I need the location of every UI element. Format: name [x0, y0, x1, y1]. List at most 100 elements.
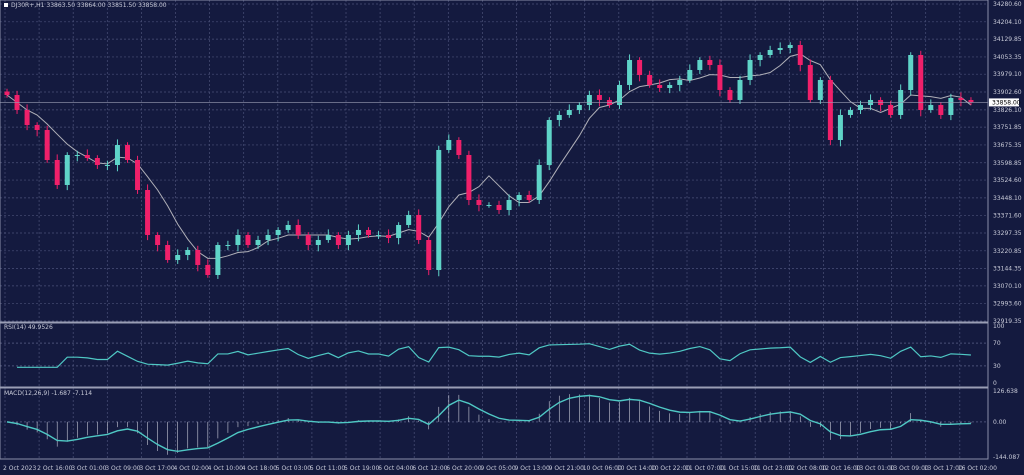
bull-candle — [436, 149, 442, 270]
price-tick-label: 33979.10 — [993, 71, 1022, 78]
symbol-header: DJ30R+,H1 33863.50 33864.00 33851.50 338… — [4, 2, 167, 9]
bear-candle — [155, 234, 161, 246]
rsi-tick-label: 30 — [993, 363, 1001, 370]
bull-candle — [546, 119, 552, 165]
time-tick-label: 2 Oct 2023 — [3, 465, 36, 472]
bear-candle — [44, 129, 50, 161]
price-tick-label: 32919.35 — [993, 318, 1022, 325]
bull-candle — [185, 249, 191, 255]
time-tick-label: 6 Oct 12:00 — [412, 465, 447, 472]
time-tick-label: 2 Oct 16:00 — [37, 465, 72, 472]
time-tick-label: 5 Oct 11:00 — [310, 465, 345, 472]
bear-candle — [195, 249, 201, 265]
bull-candle — [777, 47, 783, 50]
bear-candle — [386, 234, 392, 238]
bull-candle — [737, 79, 743, 100]
rsi-tick-label: 0 — [993, 380, 997, 387]
bull-candle — [506, 199, 512, 211]
bull-candle — [767, 49, 773, 55]
time-tick-label: 5 Oct 19:00 — [344, 465, 379, 472]
time-tick-label: 11 Oct 15:00 — [719, 465, 758, 472]
time-tick-label: 13 Oct 01:00 — [856, 465, 895, 472]
bear-candle — [888, 104, 894, 115]
bull-candle — [627, 60, 633, 85]
symbol: DJ30R+,H1 — [11, 2, 45, 9]
price-tick-label: 33902.60 — [993, 89, 1022, 96]
moving-average-line — [6, 53, 972, 259]
bull-candle — [345, 234, 351, 246]
bear-candle — [416, 214, 422, 240]
bear-candle — [476, 199, 482, 205]
bull-candle — [315, 239, 321, 246]
time-tick-label: 6 Oct 20:00 — [446, 465, 481, 472]
macd-tick-label: -144.087 — [993, 454, 1020, 461]
price-tick-label: 33220.85 — [993, 248, 1022, 255]
bear-candle — [34, 125, 40, 130]
price-tick-label: 34129.85 — [993, 36, 1022, 43]
bear-candle — [657, 84, 663, 88]
bear-candle — [94, 157, 100, 165]
time-tick-label: 3 Oct 17:00 — [139, 465, 174, 472]
rsi-tick-label: 70 — [993, 340, 1001, 347]
price-tick-label: 34053.35 — [993, 54, 1022, 61]
bear-candle — [456, 139, 462, 155]
candles — [4, 40, 974, 279]
bear-candle — [205, 264, 211, 275]
price-tick-label: 33070.10 — [993, 283, 1022, 290]
bear-candle — [426, 239, 432, 270]
bull-candle — [566, 110, 572, 115]
price-tick-label: 33675.35 — [993, 142, 1022, 149]
macd-signal-line — [6, 394, 971, 452]
bear-candle — [135, 160, 141, 190]
time-tick-label: 9 Oct 13:00 — [515, 465, 550, 472]
bear-candle — [295, 224, 301, 235]
price-tick-label: 34204.10 — [993, 19, 1022, 26]
bull-candle — [908, 54, 914, 91]
bull-candle — [837, 114, 843, 140]
collapse-icon[interactable] — [4, 3, 8, 7]
bear-candle — [124, 145, 130, 161]
bear-candle — [145, 189, 151, 235]
grid — [0, 0, 988, 459]
bull-candle — [104, 164, 110, 166]
price-tick-label: 33144.35 — [993, 266, 1022, 273]
bull-candle — [536, 164, 542, 200]
price-tick-label: 33826.10 — [993, 107, 1022, 114]
bull-candle — [757, 54, 763, 61]
bear-candle — [958, 97, 964, 100]
price-tick-label: 33598.85 — [993, 160, 1022, 167]
bull-candle — [175, 254, 181, 260]
rsi-tick-label: 100 — [993, 323, 1005, 330]
bull-candle — [355, 229, 361, 235]
price-tick-label: 33448.10 — [993, 195, 1022, 202]
bull-candle — [225, 245, 231, 247]
time-tick-label: 4 Oct 10:00 — [208, 465, 243, 472]
bull-candle — [255, 239, 261, 246]
time-tick-label: 3 Oct 01:00 — [71, 465, 106, 472]
time-tick-label: 16 Oct 02:00 — [958, 465, 997, 472]
bull-candle — [586, 95, 592, 105]
price-tick-label: 33751.85 — [993, 124, 1022, 131]
price-tick-label: 33297.35 — [993, 230, 1022, 237]
bull-candle — [325, 234, 331, 240]
bull-candle — [446, 139, 452, 150]
bear-candle — [4, 91, 10, 96]
bear-candle — [727, 90, 733, 100]
time-tick-label: 13 Oct 09:00 — [890, 465, 929, 472]
bear-candle — [918, 54, 924, 111]
bull-candle — [787, 45, 793, 48]
bear-candle — [365, 229, 371, 235]
current-price-label: 33858.00 — [992, 99, 1021, 106]
bear-candle — [807, 64, 813, 100]
bull-candle — [576, 104, 582, 111]
macd-tick-label: 0.00 — [993, 419, 1007, 426]
time-tick-label: 9 Oct 05:00 — [480, 465, 515, 472]
bull-candle — [847, 110, 853, 115]
macd-panel — [6, 394, 972, 455]
time-tick-label: 10 Oct 14:00 — [617, 465, 656, 472]
time-tick-label: 11 Oct 07:00 — [685, 465, 724, 472]
time-tick-label: 10 Oct 22:00 — [651, 465, 690, 472]
macd-label: MACD(12,26,9) -1.687 -7.114 — [4, 390, 93, 397]
